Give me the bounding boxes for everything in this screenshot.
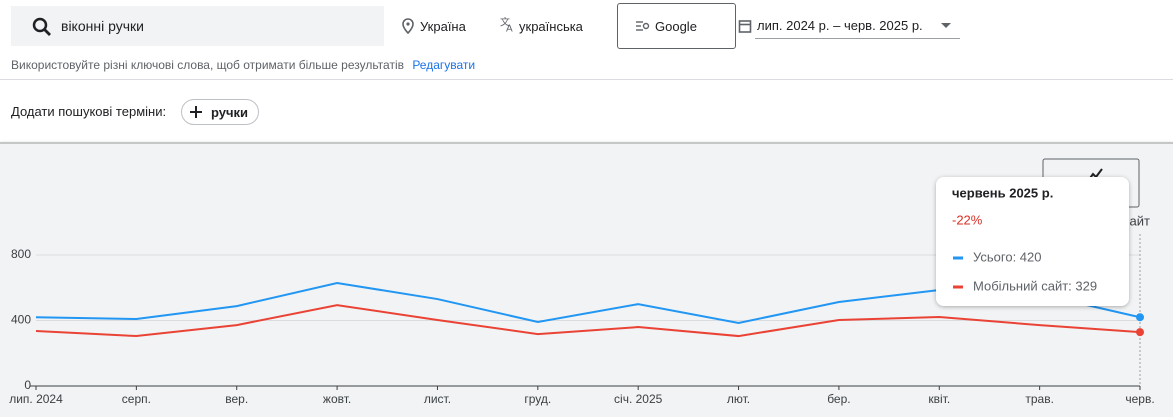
tooltip: червень 2025 р. -22% Усього: 420 Мобільн… <box>936 177 1129 306</box>
property-button[interactable]: Google <box>617 3 736 49</box>
hover-point <box>1136 313 1144 322</box>
x-tick-label: серп. <box>122 392 151 406</box>
svg-text:文: 文 <box>500 17 510 29</box>
tooltip-title: червень 2025 р. <box>952 185 1053 200</box>
x-tick-label: лют. <box>727 392 750 406</box>
search-box[interactable]: віконні ручки <box>11 6 384 46</box>
term-chip-label: ручки <box>211 105 249 120</box>
date-range: лип. 2024 р. – черв. 2025 р. <box>757 18 923 33</box>
hover-point <box>1136 328 1144 337</box>
x-tick-label: лист. <box>424 392 451 406</box>
plus-icon <box>190 106 202 118</box>
term-chip[interactable]: ручки <box>181 99 259 125</box>
location-icon <box>402 18 414 34</box>
x-tick-label: груд. <box>524 392 551 406</box>
x-tick-label: лип. 2024 <box>9 392 63 406</box>
section-divider <box>0 142 1173 144</box>
y-tick-label: 0 <box>24 378 31 392</box>
search-icon <box>32 17 51 36</box>
tooltip-item: Мобільний сайт: 329 <box>973 278 1097 293</box>
tooltip-item: Усього: 420 <box>973 249 1042 264</box>
edit-link[interactable]: Редагувати <box>412 58 476 72</box>
hint: Використовуйте різні ключові слова, щоб … <box>11 58 404 72</box>
x-tick-label: бер. <box>827 392 850 406</box>
hint-row: Використовуйте різні ключові слова, щоб … <box>11 58 475 72</box>
y-tick-label: 400 <box>11 313 31 327</box>
series-line <box>35 304 1141 338</box>
search-query: віконні ручки <box>61 18 144 34</box>
x-tick-label: квіт. <box>928 392 950 406</box>
language[interactable]: українська <box>519 19 583 34</box>
x-tick-label: трав. <box>1025 392 1054 406</box>
add-terms-label: Додати пошукові терміни: <box>11 104 167 119</box>
x-tick-label: жовт. <box>323 392 351 406</box>
date-range-select[interactable]: лип. 2024 р. – черв. 2025 р. <box>755 10 960 39</box>
y-tick-label: 800 <box>11 247 31 261</box>
x-tick-label: січ. 2025 <box>614 392 663 406</box>
x-tick-label: вер. <box>225 392 248 406</box>
x-tick-label: черв. <box>1125 392 1154 406</box>
location[interactable]: Україна <box>420 19 466 34</box>
calendar-icon <box>738 20 752 33</box>
tooltip-box <box>936 177 1129 306</box>
divider <box>0 79 1173 80</box>
property: Google <box>655 19 697 34</box>
property-icon <box>636 21 650 31</box>
language-icon: 文A <box>500 17 513 33</box>
svg-text:A: A <box>506 24 513 33</box>
dropdown-arrow <box>941 23 951 28</box>
tooltip-change: -22% <box>952 212 983 227</box>
